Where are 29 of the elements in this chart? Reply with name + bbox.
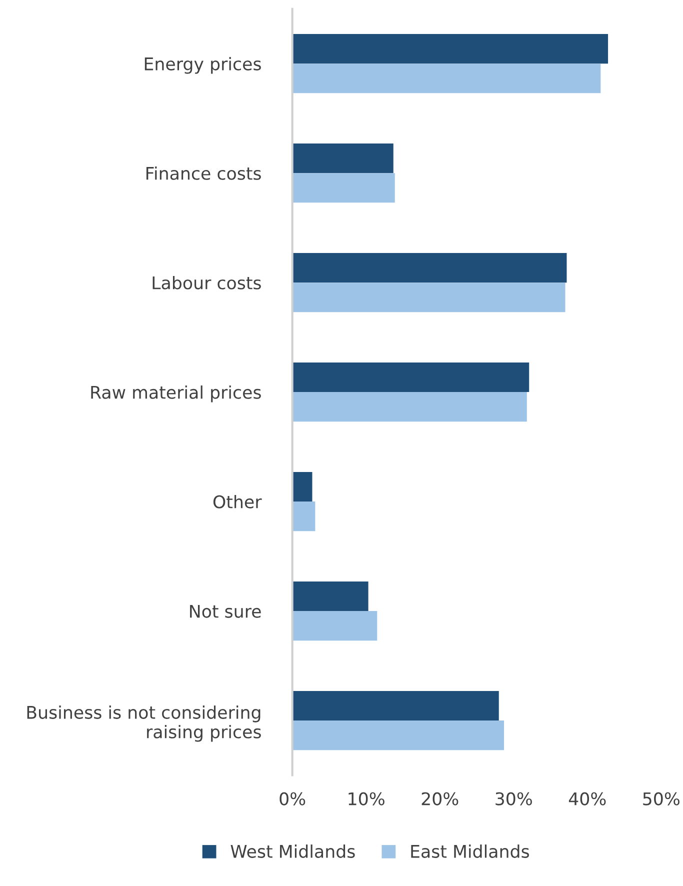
bar — [292, 144, 394, 174]
legend-label: West Midlands — [230, 844, 355, 858]
y-tick-label: Raw material prices — [91, 385, 261, 402]
bar — [292, 282, 566, 312]
bar — [292, 720, 504, 750]
x-tick-label: 50% — [643, 792, 680, 806]
x-tick-label: 20% — [422, 792, 458, 806]
bar — [292, 690, 499, 721]
bar — [292, 472, 312, 502]
y-tick-label: Finance costs — [146, 166, 261, 180]
bar — [292, 611, 378, 641]
bar — [292, 502, 316, 532]
bar — [292, 173, 395, 203]
y-tick-label: Energy prices — [144, 57, 261, 74]
x-tick-label: 30% — [496, 792, 532, 806]
y-tick-label: Other — [213, 494, 262, 508]
y-tick-label: Business is not considering raising prices — [27, 706, 261, 742]
x-tick-label: 0% — [280, 792, 306, 806]
bar — [292, 581, 368, 612]
x-tick-label: 10% — [348, 792, 384, 806]
legend-label: East Midlands — [411, 844, 529, 858]
bar — [292, 34, 608, 64]
y-tick-label: Not sure — [190, 604, 261, 618]
bar — [292, 64, 601, 94]
y-tick-label: Labour costs — [152, 276, 261, 290]
bar — [292, 253, 567, 283]
bar — [292, 362, 530, 392]
bar — [292, 392, 527, 422]
x-tick-label: 40% — [568, 792, 606, 806]
